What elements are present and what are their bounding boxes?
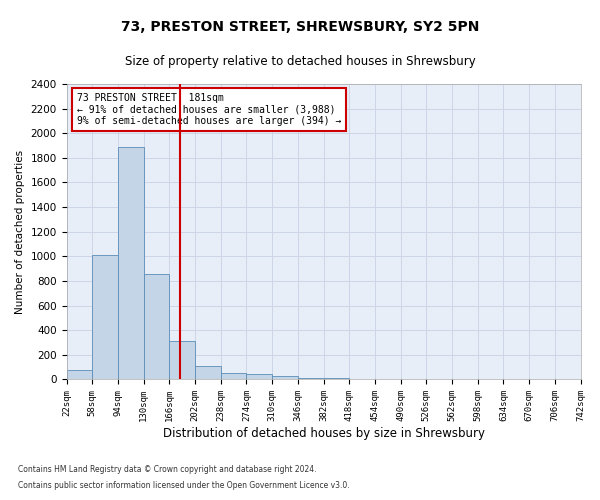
- Bar: [118, 147, 143, 380]
- Bar: [67, 370, 92, 380]
- Bar: [195, 366, 221, 380]
- Text: Contains public sector information licensed under the Open Government Licence v3: Contains public sector information licen…: [18, 480, 350, 490]
- Bar: [92, 255, 118, 380]
- Bar: [143, 274, 169, 380]
- Bar: [323, 378, 349, 380]
- Bar: [272, 376, 298, 380]
- Text: 73 PRESTON STREET: 181sqm
← 91% of detached houses are smaller (3,988)
9% of sem: 73 PRESTON STREET: 181sqm ← 91% of detac…: [77, 93, 341, 126]
- Bar: [247, 374, 272, 380]
- Y-axis label: Number of detached properties: Number of detached properties: [15, 150, 25, 314]
- Text: Contains HM Land Registry data © Crown copyright and database right 2024.: Contains HM Land Registry data © Crown c…: [18, 466, 317, 474]
- Text: Size of property relative to detached houses in Shrewsbury: Size of property relative to detached ho…: [125, 55, 475, 68]
- Bar: [169, 342, 195, 380]
- Text: 73, PRESTON STREET, SHREWSBURY, SY2 5PN: 73, PRESTON STREET, SHREWSBURY, SY2 5PN: [121, 20, 479, 34]
- Bar: [298, 378, 323, 380]
- Bar: [221, 374, 247, 380]
- X-axis label: Distribution of detached houses by size in Shrewsbury: Distribution of detached houses by size …: [163, 427, 485, 440]
